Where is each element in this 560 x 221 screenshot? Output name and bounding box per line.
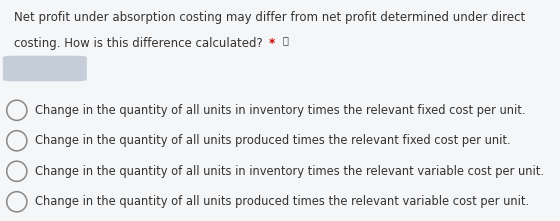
Text: *: * <box>269 37 275 50</box>
FancyBboxPatch shape <box>3 56 87 81</box>
Text: costing. How is this difference calculated?: costing. How is this difference calculat… <box>14 37 263 50</box>
Text: Change in the quantity of all units produced times the relevant fixed cost per u: Change in the quantity of all units prod… <box>35 134 510 147</box>
Text: Net profit under absorption costing may differ from net profit determined under : Net profit under absorption costing may … <box>14 11 525 24</box>
Text: Change in the quantity of all units in inventory times the relevant fixed cost p: Change in the quantity of all units in i… <box>35 104 525 117</box>
Text: Change in the quantity of all units produced times the relevant variable cost pe: Change in the quantity of all units prod… <box>35 195 529 208</box>
Text: ⎘: ⎘ <box>283 35 288 45</box>
Text: Change in the quantity of all units in inventory times the relevant variable cos: Change in the quantity of all units in i… <box>35 165 544 178</box>
